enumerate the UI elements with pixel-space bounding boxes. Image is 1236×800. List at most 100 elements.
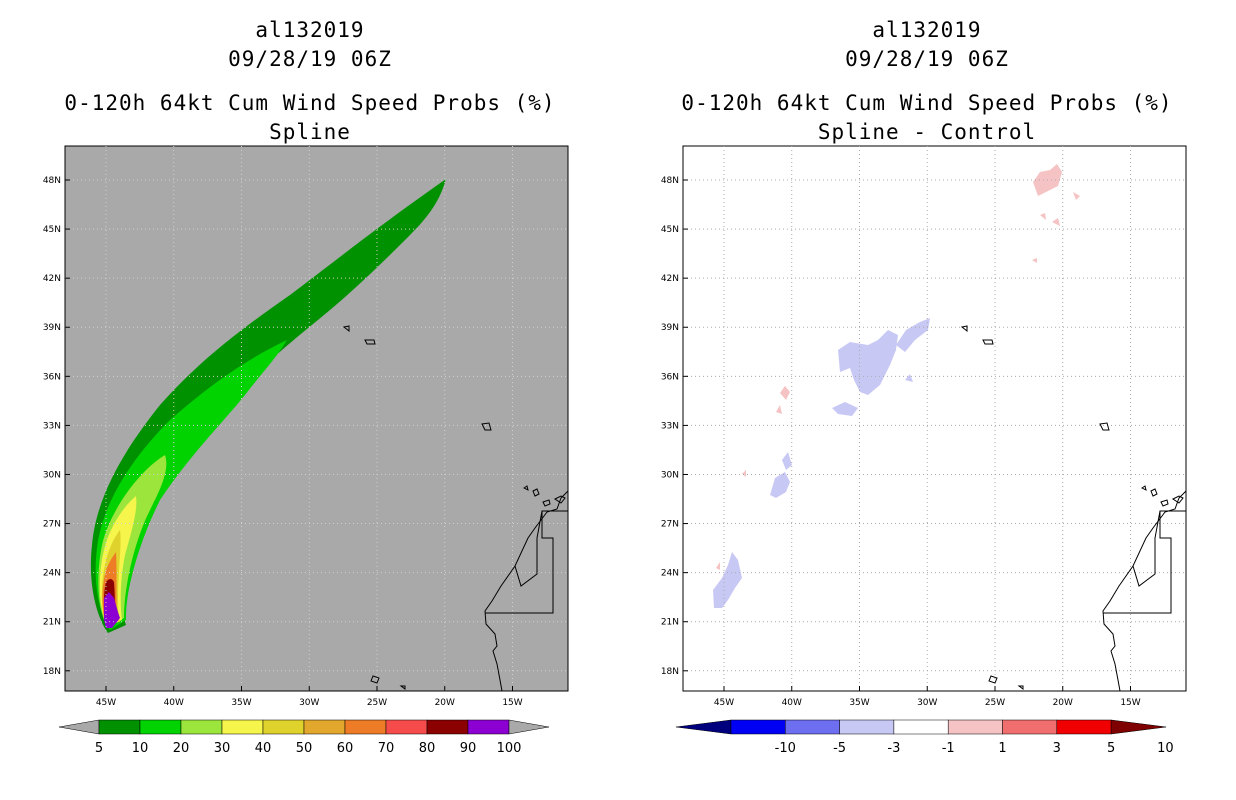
island-outline xyxy=(532,488,540,497)
y-tick-label: 24N xyxy=(661,569,679,579)
island-outline xyxy=(988,675,998,684)
y-tick-label: 45N xyxy=(661,225,679,235)
colorbar-box xyxy=(385,719,428,735)
colorbar-box xyxy=(344,719,387,735)
island-outline xyxy=(542,499,551,507)
y-tick-label: 42N xyxy=(43,274,61,284)
colorbar-label: -5 xyxy=(833,741,846,756)
island-outline xyxy=(342,325,350,333)
colorbar-label: 30 xyxy=(214,741,231,756)
left-map-background xyxy=(64,145,569,692)
colorbar-label: 90 xyxy=(460,741,477,756)
y-tick-label: 48N xyxy=(43,176,61,186)
island-outline xyxy=(1150,488,1158,497)
colorbar-label: 3 xyxy=(1053,741,1061,756)
island-outline xyxy=(370,675,380,684)
y-tick-label: 24N xyxy=(43,569,61,579)
colorbar-end-triangle-left xyxy=(58,719,100,735)
colorbar-box xyxy=(426,719,469,735)
diff-blob-blue-6 xyxy=(713,552,742,608)
colorbar-box xyxy=(98,719,141,735)
left-coastline xyxy=(342,325,569,692)
colorbar-box xyxy=(1056,719,1112,735)
right-gridlines xyxy=(683,146,1186,691)
y-tick-label: 33N xyxy=(661,421,679,431)
colorbar-label: 100 xyxy=(497,741,522,756)
colorbar-end-triangle-left xyxy=(675,719,732,735)
colorbar-box xyxy=(730,719,786,735)
colorbar-label: -10 xyxy=(775,741,796,756)
colorbar-box xyxy=(785,719,840,735)
y-tick-label: 36N xyxy=(661,372,679,382)
y-tick-label: 39N xyxy=(661,323,679,333)
right-x-axis-ticks: 45W 40W 35W 30W 25W 20W 15W xyxy=(714,686,1141,708)
right-map-background xyxy=(682,145,1187,692)
y-tick-label: 30N xyxy=(43,470,61,480)
diff-blob-pink-3 xyxy=(1052,218,1060,226)
x-tick-label: 30W xyxy=(299,698,319,708)
y-tick-label: 36N xyxy=(43,372,61,382)
diff-blob-blue-5 xyxy=(782,452,792,470)
colorbar-label: 5 xyxy=(95,741,103,756)
x-tick-label: 20W xyxy=(1053,698,1073,708)
diff-blob-pink-8 xyxy=(716,562,720,570)
right-title-method: Spline - Control xyxy=(817,120,1037,144)
colorbar-box xyxy=(180,719,223,735)
right-difference-field xyxy=(713,164,1080,608)
island-outline xyxy=(1172,495,1184,504)
colorbar-box xyxy=(467,719,510,735)
y-tick-label: 21N xyxy=(43,618,61,628)
colorbar-label: -3 xyxy=(887,741,900,756)
right-y-axis-ticks: 48N 45N 42N 39N 36N 33N 30N 27N 24N 21N 18N xyxy=(661,176,688,677)
colorbar-box xyxy=(262,719,305,735)
diff-blob-pink-5 xyxy=(780,386,790,400)
colorbar-label: 70 xyxy=(378,741,395,756)
left-y-axis-ticks: 48N 45N 42N 39N 36N 33N 30N 27N 24N 21N 18N xyxy=(43,176,70,677)
left-title-date: 09/28/19 06Z xyxy=(228,47,392,71)
left-title-storm: al132019 xyxy=(255,18,365,42)
diff-blob-pink-4 xyxy=(1040,213,1046,220)
island-outline xyxy=(399,685,406,690)
left-map-panel: 45W 40W 35W 30W 25W 20W 15W 48N 45N 42N 39N 36N 33N… xyxy=(43,145,569,708)
colorbar-label: 10 xyxy=(1157,741,1174,756)
y-tick-label: 30N xyxy=(661,470,679,480)
colorbar-label: 5 xyxy=(1107,741,1115,756)
island-outline xyxy=(554,495,566,504)
right-coastline xyxy=(960,325,1187,692)
y-tick-label: 45N xyxy=(43,225,61,235)
x-tick-label: 15W xyxy=(502,698,522,708)
diff-blob-blue-7 xyxy=(905,374,913,382)
right-title-date: 09/28/19 06Z xyxy=(845,47,1009,71)
colorbar-end-triangle-right xyxy=(508,719,550,735)
island-outline xyxy=(364,339,376,345)
left-title-product: 0-120h 64kt Cum Wind Speed Probs (%) xyxy=(64,91,556,115)
diff-blob-pink-7 xyxy=(742,470,746,477)
colorbar-label: 60 xyxy=(337,741,354,756)
colorbar-box xyxy=(893,719,949,735)
diff-blob-pink-6 xyxy=(776,405,782,414)
island-outline xyxy=(481,422,492,431)
colorbar-box xyxy=(839,719,895,735)
y-tick-label: 18N xyxy=(661,667,679,677)
island-outline xyxy=(1141,485,1147,491)
diff-blob-blue-3 xyxy=(832,402,858,416)
x-tick-label: 35W xyxy=(231,698,251,708)
y-tick-label: 27N xyxy=(43,520,61,530)
diff-blob-blue-4 xyxy=(770,472,790,498)
x-tick-label: 40W xyxy=(782,698,802,708)
diff-blob-pink-9 xyxy=(1032,258,1037,263)
right-colorbar: -10 -5 -3 -1 1 3 5 10 xyxy=(675,719,1174,756)
y-tick-label: 42N xyxy=(661,274,679,284)
x-tick-label: 35W xyxy=(849,698,869,708)
colorbar-label: 80 xyxy=(419,741,436,756)
island-outline xyxy=(1160,499,1169,507)
diff-blob-blue-1 xyxy=(838,330,898,395)
y-tick-label: 39N xyxy=(43,323,61,333)
colorbar-label: 50 xyxy=(296,741,313,756)
colorbar-end-triangle-right xyxy=(1110,719,1167,735)
diff-blob-pink-2 xyxy=(1073,192,1080,200)
x-tick-label: 25W xyxy=(367,698,387,708)
diff-blob-blue-2 xyxy=(896,318,930,352)
x-tick-label: 15W xyxy=(1120,698,1140,708)
